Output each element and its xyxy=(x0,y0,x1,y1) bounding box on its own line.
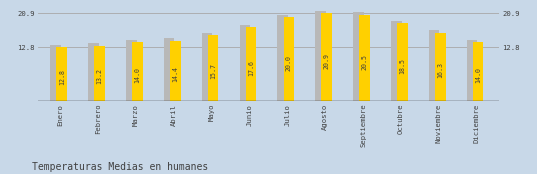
Bar xyxy=(170,41,180,101)
Bar xyxy=(164,38,175,101)
Text: 14.0: 14.0 xyxy=(475,66,481,82)
Bar xyxy=(277,15,288,101)
Text: 20.0: 20.0 xyxy=(286,55,292,71)
Text: 13.2: 13.2 xyxy=(97,68,103,84)
Text: 18.5: 18.5 xyxy=(400,58,405,74)
Text: 12.8: 12.8 xyxy=(59,69,65,85)
Bar xyxy=(315,11,326,101)
Bar xyxy=(132,42,143,101)
Bar xyxy=(56,47,67,101)
Text: 16.3: 16.3 xyxy=(437,62,443,78)
Text: 17.6: 17.6 xyxy=(248,60,254,76)
Bar xyxy=(467,40,477,101)
Bar xyxy=(284,17,294,101)
Text: 14.4: 14.4 xyxy=(172,66,178,82)
Bar xyxy=(391,21,402,101)
Bar xyxy=(429,30,439,101)
Bar xyxy=(359,15,370,101)
Text: 15.7: 15.7 xyxy=(210,63,216,79)
Bar xyxy=(397,23,408,101)
Bar xyxy=(473,42,483,101)
Bar xyxy=(202,33,212,101)
Bar xyxy=(88,43,99,101)
Bar xyxy=(208,35,219,101)
Bar xyxy=(126,40,136,101)
Bar xyxy=(435,33,446,101)
Bar xyxy=(95,46,105,101)
Bar xyxy=(246,27,256,101)
Text: Temperaturas Medias en humanes: Temperaturas Medias en humanes xyxy=(32,162,208,172)
Text: 20.9: 20.9 xyxy=(324,53,330,69)
Bar xyxy=(353,13,364,101)
Text: 20.5: 20.5 xyxy=(361,54,367,70)
Text: 14.0: 14.0 xyxy=(134,66,141,82)
Bar xyxy=(322,13,332,101)
Bar xyxy=(50,45,61,101)
Bar xyxy=(240,25,250,101)
